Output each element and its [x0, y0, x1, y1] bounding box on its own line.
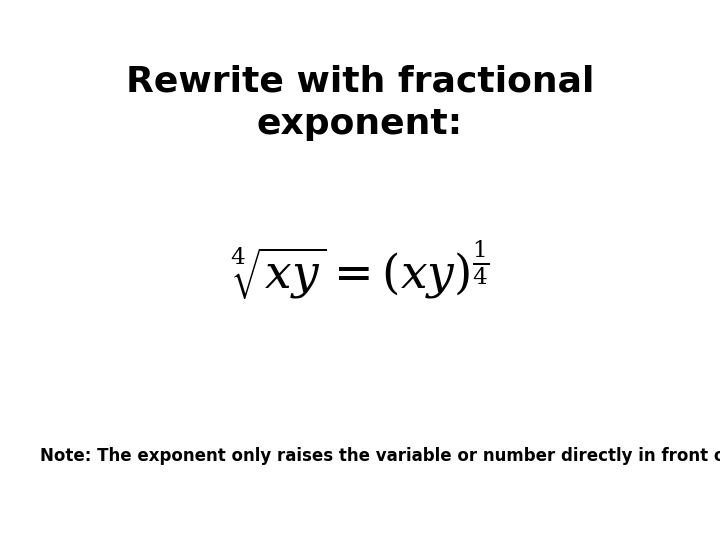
- Text: Note: The exponent only raises the variable or number directly in front of it.: Note: The exponent only raises the varia…: [40, 447, 720, 465]
- Text: $\sqrt[4]{xy} = (xy)^{\frac{1}{4}}$: $\sqrt[4]{xy} = (xy)^{\frac{1}{4}}$: [230, 239, 490, 301]
- Text: Rewrite with fractional
exponent:: Rewrite with fractional exponent:: [126, 65, 594, 140]
